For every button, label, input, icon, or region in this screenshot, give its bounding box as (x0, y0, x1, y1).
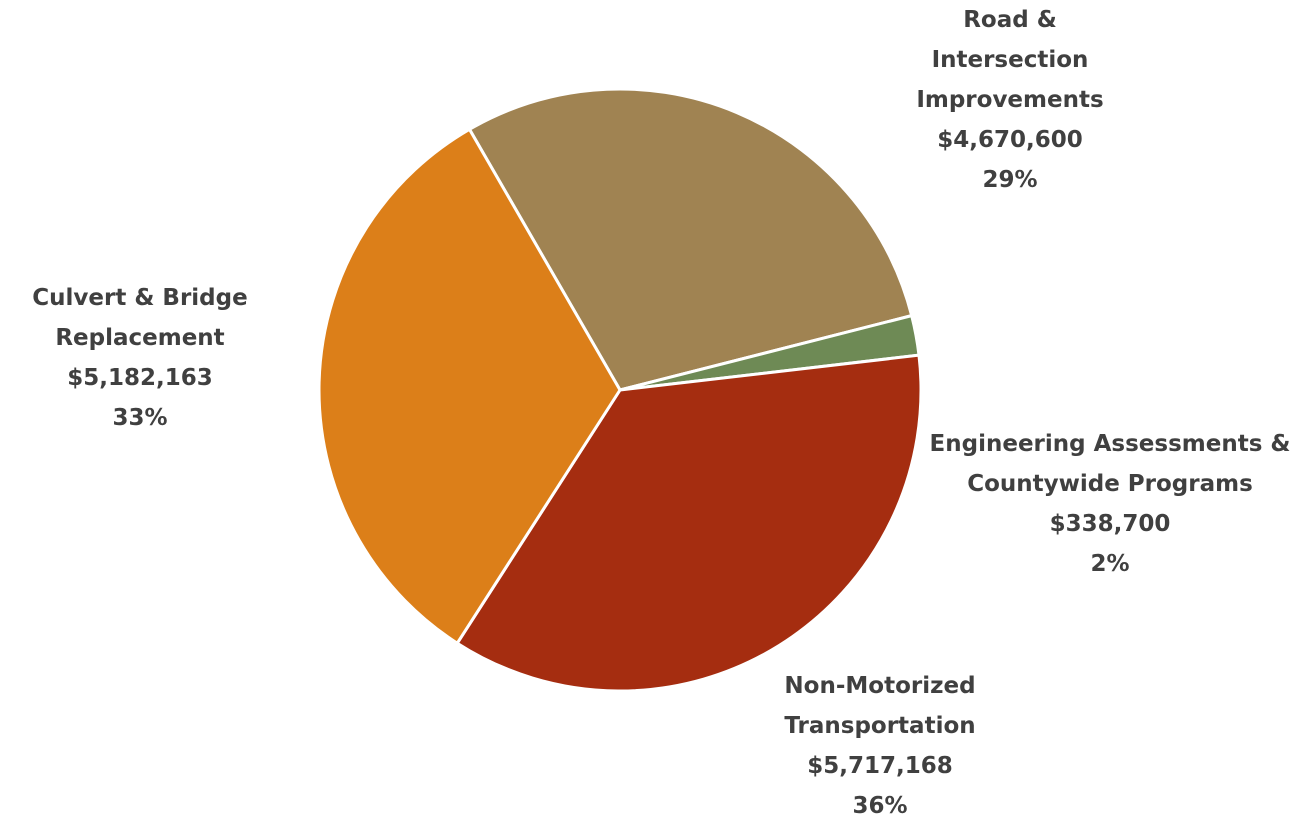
category-label: Non-Motorized Transportation (784, 673, 976, 739)
pie-slice (317, 127, 622, 646)
data-label: Non-Motorized Transportation $5,717,168 36… (750, 666, 1010, 826)
pie-slice (467, 87, 914, 392)
data-label: Engineering Assessments & Countywide Pro… (925, 424, 1295, 584)
percent-label: 33% (112, 405, 168, 431)
data-label: Culvert & Bridge Replacement $5,182,163 33… (5, 278, 275, 438)
category-label: Road & Intersection Improvements (916, 7, 1104, 113)
category-label: Culvert & Bridge Replacement (32, 285, 248, 351)
pie-slice (455, 353, 923, 693)
percent-label: 2% (1090, 551, 1130, 577)
percent-label: 29% (982, 167, 1038, 193)
value-label: $5,717,168 (807, 753, 953, 779)
value-label: $338,700 (1049, 511, 1171, 537)
data-label: Road & Intersection Improvements $4,670,6… (890, 0, 1130, 200)
percent-label: 36% (852, 793, 908, 819)
value-label: $5,182,163 (67, 365, 213, 391)
category-label: Engineering Assessments & Countywide Pro… (929, 431, 1291, 497)
value-label: $4,670,600 (937, 127, 1083, 153)
